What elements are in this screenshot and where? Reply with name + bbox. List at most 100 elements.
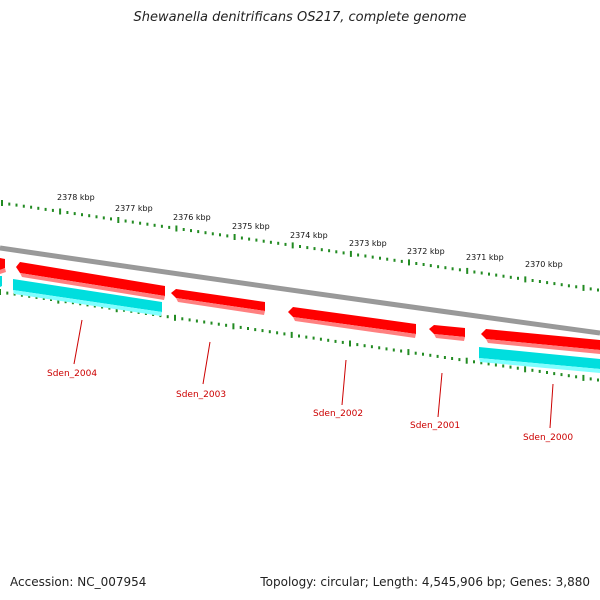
scale-label: 2375 kbp — [232, 222, 270, 231]
minor-tick — [560, 283, 563, 287]
minor-tick — [363, 344, 366, 348]
minor-tick — [219, 233, 221, 237]
minor-tick — [546, 371, 548, 374]
minor-tick — [488, 272, 490, 276]
minor-tick — [480, 271, 483, 275]
minor-tick — [378, 346, 381, 350]
minor-tick — [415, 262, 418, 265]
minor-tick — [341, 340, 344, 344]
minor-tick — [400, 259, 403, 263]
minor-tick — [502, 274, 505, 278]
minor-tick — [429, 264, 432, 268]
minor-tick — [131, 220, 134, 224]
minor-tick — [247, 327, 249, 330]
minor-tick — [203, 320, 206, 324]
minor-tick — [182, 228, 185, 231]
minor-tick — [386, 257, 389, 261]
minor-tick — [575, 375, 578, 379]
cds-block — [16, 262, 165, 296]
major-tick — [407, 349, 410, 356]
minor-tick — [239, 325, 242, 329]
gene-label: Sden_2004 — [47, 369, 97, 379]
minor-tick — [364, 254, 367, 258]
minor-tick — [306, 246, 309, 250]
cds-block — [13, 290, 162, 316]
scale-label: 2376 kbp — [173, 213, 211, 222]
minor-tick — [195, 319, 198, 323]
minor-tick — [146, 222, 149, 226]
minor-tick — [531, 368, 534, 372]
minor-tick — [357, 253, 360, 257]
minor-tick — [102, 216, 105, 220]
minor-tick — [225, 323, 228, 327]
cds-block — [0, 276, 2, 287]
minor-tick — [284, 242, 287, 246]
cds-block — [0, 258, 5, 270]
minor-tick — [6, 291, 9, 295]
gene-labels: Sden_2004 Sden_2003 Sden_2002 Sden_2001 Sden… — [47, 319, 573, 443]
minor-tick — [567, 374, 570, 378]
minor-tick — [392, 348, 395, 352]
minor-tick — [181, 317, 184, 321]
minor-tick — [20, 293, 23, 297]
minor-tick — [51, 208, 54, 212]
cds-block — [434, 334, 465, 341]
minor-tick — [204, 231, 207, 235]
cds-block — [20, 273, 165, 300]
minor-tick — [451, 357, 454, 360]
minor-tick — [110, 217, 112, 221]
scale-labels: 2378 kbp 2377 kbp 2376 kbp 2375 kbp 2374 kbp… — [57, 193, 563, 269]
minor-tick — [429, 353, 432, 357]
minor-tick — [188, 318, 191, 322]
minor-tick — [422, 263, 425, 266]
minor-tick — [95, 215, 98, 219]
scale-ticks-bottom — [0, 289, 599, 382]
minor-tick — [268, 330, 271, 334]
minor-tick — [277, 241, 280, 245]
minor-tick — [160, 224, 163, 228]
minor-tick — [254, 328, 257, 332]
scale-label: 2377 kbp — [115, 204, 153, 213]
minor-tick — [589, 377, 592, 381]
minor-tick — [458, 358, 461, 362]
minor-tick — [443, 356, 446, 359]
minor-tick — [393, 258, 396, 262]
minor-tick — [400, 349, 403, 353]
gene-leader-line — [437, 372, 443, 418]
cds-block — [288, 307, 416, 334]
gene-leader-line — [341, 359, 347, 406]
minor-tick — [328, 249, 331, 253]
minor-tick — [211, 232, 214, 236]
minor-tick — [28, 294, 31, 298]
cds-block — [479, 347, 600, 369]
minor-tick — [567, 284, 570, 288]
major-tick — [1, 200, 3, 206]
minor-tick — [313, 247, 316, 251]
minor-tick — [356, 343, 359, 347]
minor-tick — [437, 265, 440, 269]
major-tick — [466, 267, 469, 274]
minor-tick — [320, 248, 323, 252]
scale-ticks-top — [1, 200, 599, 292]
minor-tick — [451, 267, 454, 271]
major-tick — [291, 242, 294, 249]
minor-tick — [458, 268, 461, 272]
major-tick — [175, 225, 178, 232]
minor-tick — [8, 202, 11, 206]
minor-tick — [35, 295, 38, 299]
minor-tick — [538, 369, 541, 373]
gene-label: Sden_2000 — [523, 433, 573, 443]
minor-tick — [190, 229, 192, 233]
minor-tick — [494, 363, 497, 367]
major-tick — [582, 374, 585, 381]
minor-tick — [298, 334, 300, 338]
accession-label: Accession: NC_007954 — [10, 575, 147, 589]
minor-tick — [283, 332, 286, 336]
major-tick — [524, 366, 527, 373]
minor-tick — [334, 339, 337, 343]
major-tick — [465, 357, 468, 364]
cds-track-cyan — [0, 276, 600, 373]
minor-tick — [13, 292, 16, 296]
minor-tick — [473, 270, 476, 274]
